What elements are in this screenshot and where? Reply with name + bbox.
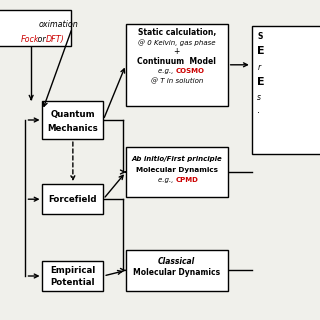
FancyBboxPatch shape [126, 24, 228, 106]
FancyBboxPatch shape [252, 26, 320, 154]
FancyBboxPatch shape [43, 261, 103, 291]
Text: Classical: Classical [158, 257, 196, 266]
Text: E: E [257, 46, 265, 56]
Text: Quantum: Quantum [51, 110, 95, 119]
Text: .: . [257, 105, 260, 116]
Text: Continuum  Model: Continuum Model [137, 57, 216, 66]
Text: Static calculation,: Static calculation, [138, 28, 216, 37]
Text: @ 0 Kelvin, gas phase: @ 0 Kelvin, gas phase [138, 39, 216, 46]
FancyBboxPatch shape [43, 101, 103, 139]
Text: Molecular Dynamics: Molecular Dynamics [136, 167, 218, 172]
Text: CPMD: CPMD [176, 177, 199, 183]
Text: s: s [257, 93, 261, 102]
Text: Fock: Fock [20, 35, 39, 44]
Text: Forcefield: Forcefield [49, 195, 97, 204]
Text: Ab initio/First principle: Ab initio/First principle [132, 156, 222, 163]
FancyBboxPatch shape [126, 250, 228, 291]
Text: Empirical: Empirical [50, 266, 95, 275]
Text: oximation: oximation [38, 20, 78, 29]
FancyBboxPatch shape [0, 10, 71, 46]
Text: or: or [35, 35, 48, 44]
Text: Potential: Potential [51, 278, 95, 287]
Text: E: E [257, 76, 265, 87]
Text: S: S [257, 32, 263, 41]
Text: +: + [174, 47, 180, 56]
Text: r: r [257, 63, 260, 72]
Text: e.g.,: e.g., [158, 68, 175, 74]
FancyBboxPatch shape [43, 184, 103, 214]
Text: COSMO: COSMO [176, 68, 205, 74]
Text: @ T in solution: @ T in solution [151, 78, 203, 84]
Text: DFT): DFT) [45, 35, 64, 44]
Text: e.g.,: e.g., [158, 177, 175, 183]
Text: Mechanics: Mechanics [47, 124, 98, 133]
Text: Molecular Dynamics: Molecular Dynamics [133, 268, 220, 277]
FancyBboxPatch shape [126, 147, 228, 197]
